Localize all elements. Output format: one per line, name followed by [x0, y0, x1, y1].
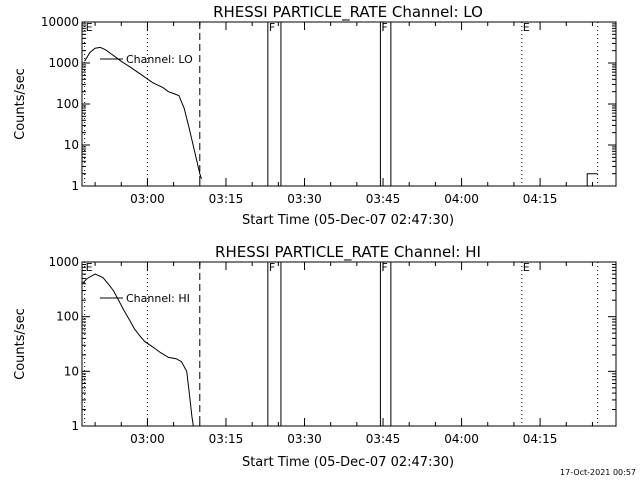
- y-tick-label: 1: [71, 179, 79, 193]
- panel-hi-frame: [81, 261, 617, 427]
- x-tick-label: 03:30: [287, 192, 322, 206]
- x-tick-label: 03:00: [130, 192, 165, 206]
- panel-lo: RHESSI PARTICLE_RATE Channel: LO E F F E 03…: [13, 3, 617, 228]
- x-tick-label: 04:15: [523, 192, 558, 206]
- panel-hi-legend-label: Channel: HI: [126, 292, 190, 305]
- timestamp: 17-Oct-2021 00:57: [560, 468, 636, 477]
- event-marker-flag: E: [523, 261, 530, 274]
- y-tick-label: 1000: [48, 56, 79, 70]
- x-tick-label: 03:15: [209, 432, 244, 446]
- data-series-line: [586, 173, 598, 186]
- event-marker-flag: E: [86, 21, 93, 34]
- panel-lo-series: [84, 46, 598, 186]
- y-tick-label: 10: [64, 138, 79, 152]
- panel-lo-title: RHESSI PARTICLE_RATE Channel: LO: [213, 3, 483, 22]
- event-marker-flag: F: [381, 261, 387, 274]
- x-tick-label: 03:45: [366, 192, 401, 206]
- event-marker-flag: F: [269, 21, 275, 34]
- y-tick-label: 1000: [48, 255, 79, 269]
- panel-hi-ylabel: Counts/sec: [13, 308, 28, 380]
- event-marker-flag: E: [523, 21, 530, 34]
- panel-hi-ticks: 03:00 03:15 03:30 03:45 04:00 04:15 1 10 100 1000: [48, 255, 616, 446]
- data-series-line: [84, 46, 202, 179]
- panel-hi-series: [81, 273, 194, 427]
- x-tick-label: 03:00: [130, 432, 165, 446]
- panel-hi-title: RHESSI PARTICLE_RATE Channel: HI: [215, 243, 481, 262]
- y-tick-label: 1: [71, 419, 79, 433]
- y-tick-label: 10000: [41, 15, 79, 29]
- y-tick-label: 10: [64, 364, 79, 378]
- panel-lo-legend-label: Channel: LO: [126, 53, 193, 66]
- y-tick-label: 100: [56, 310, 79, 324]
- x-tick-label: 04:00: [444, 192, 479, 206]
- x-tick-label: 03:30: [287, 432, 322, 446]
- event-marker-flag: F: [269, 261, 275, 274]
- panel-lo-ticks: 03:00 03:15 03:30 03:45 04:00 04:15 1 10 100 1000…: [41, 15, 616, 206]
- panel-lo-ylabel: Counts/sec: [13, 68, 28, 140]
- panel-hi-xlabel: Start Time (05-Dec-07 02:47:30): [242, 455, 454, 470]
- event-marker-flag: F: [381, 21, 387, 34]
- panel-lo-xlabel: Start Time (05-Dec-07 02:47:30): [242, 213, 454, 228]
- panel-hi: RHESSI PARTICLE_RATE Channel: HI E F F E 03…: [13, 243, 617, 470]
- x-tick-label: 04:00: [444, 432, 479, 446]
- x-tick-label: 04:15: [523, 432, 558, 446]
- data-series-line: [81, 273, 194, 427]
- x-tick-label: 03:15: [209, 192, 244, 206]
- y-tick-label: 100: [56, 97, 79, 111]
- event-marker-flag: E: [86, 261, 93, 274]
- x-tick-label: 03:45: [366, 432, 401, 446]
- panel-lo-frame: [81, 21, 617, 187]
